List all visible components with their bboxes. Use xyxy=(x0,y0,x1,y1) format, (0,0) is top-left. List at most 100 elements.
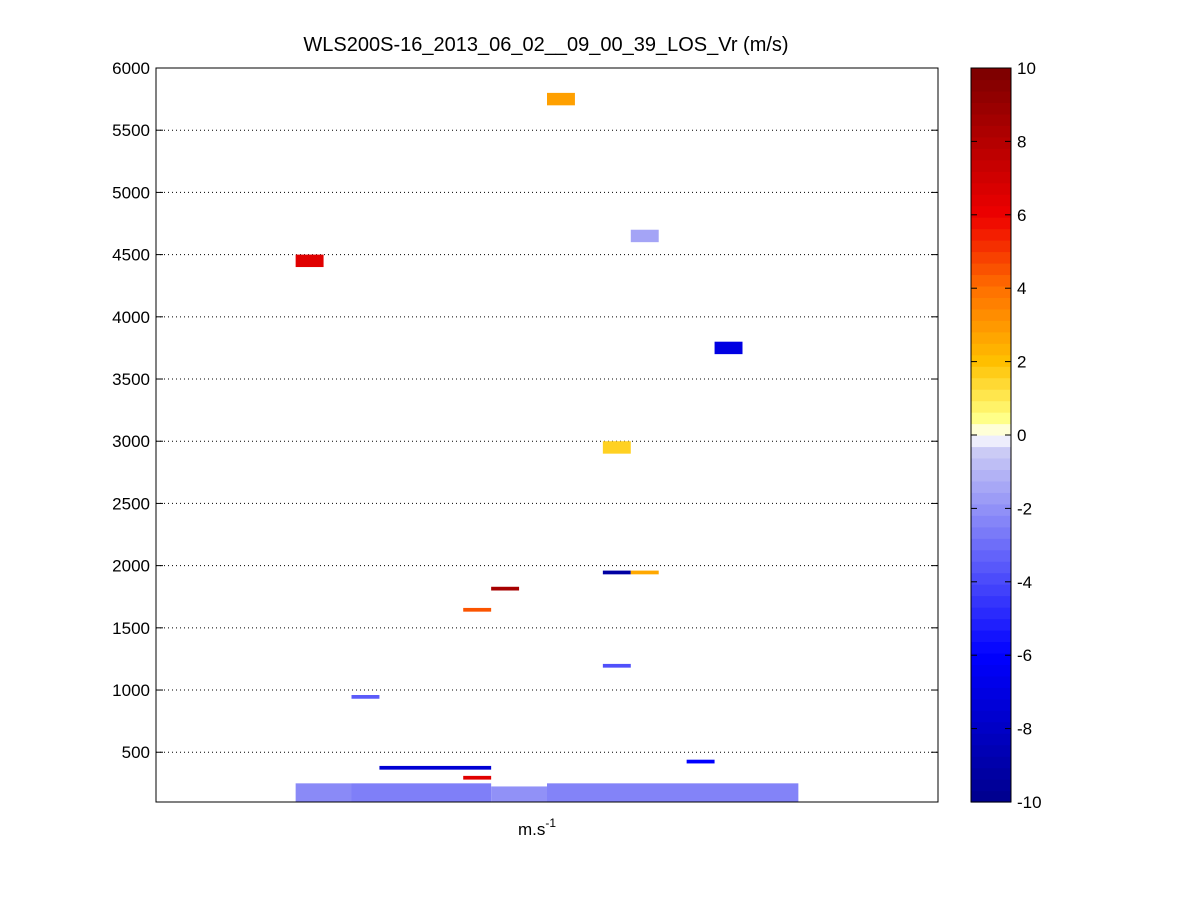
colorbar-tick-label: -2 xyxy=(1017,499,1032,518)
colorbar-band xyxy=(971,423,1011,436)
colorbar-band xyxy=(971,354,1011,367)
colorbar-band xyxy=(971,561,1011,574)
colorbar-band xyxy=(971,217,1011,230)
colorbar-band xyxy=(971,113,1011,126)
colorbar-tick-label: -10 xyxy=(1017,793,1042,812)
colorbar-ticks: -10 -8 -6 -4 -2 0 2 4 6 8 10 xyxy=(971,59,1042,812)
colorbar-band xyxy=(971,549,1011,562)
heatmap-cell xyxy=(547,783,799,802)
colorbar-tick-label: 10 xyxy=(1017,59,1036,78)
y-tick-label: 2000 xyxy=(112,557,150,576)
y-axis-ticks: 500 1000 1500 2000 2500 3000 3500 4000 4500 5000 5… xyxy=(112,59,938,762)
y-tick-label: 1000 xyxy=(112,681,150,700)
heatmap-cell xyxy=(351,695,380,699)
colorbar-tick-label: 8 xyxy=(1017,132,1026,151)
colorbar-band xyxy=(971,228,1011,241)
heatmap-cell xyxy=(351,783,492,802)
colorbar-band xyxy=(971,733,1011,746)
colorbar-band xyxy=(971,492,1011,505)
colorbar-band xyxy=(971,182,1011,195)
colorbar-band xyxy=(971,320,1011,333)
y-tick-label: 5000 xyxy=(112,183,150,202)
colorbar-tick-label: -8 xyxy=(1017,720,1032,739)
y-tick-label: 500 xyxy=(122,743,150,762)
colorbar-band xyxy=(971,618,1011,631)
colorbar-band xyxy=(971,572,1011,585)
colorbar-band xyxy=(971,68,1011,81)
colorbar-band xyxy=(971,331,1011,344)
colorbar-tick-label: 0 xyxy=(1017,426,1026,445)
colorbar-tick-label: 6 xyxy=(1017,206,1026,225)
plot-frame xyxy=(155,67,939,803)
colorbar-band xyxy=(971,664,1011,677)
y-tick-label: 3000 xyxy=(112,432,150,451)
colorbar-band xyxy=(971,526,1011,539)
heatmap-cell xyxy=(295,783,352,802)
colorbar-band xyxy=(971,400,1011,413)
x-axis-label-base: m.s xyxy=(518,820,545,839)
colorbar-band xyxy=(971,251,1011,264)
colorbar-tick-label: 2 xyxy=(1017,353,1026,372)
colorbar-band xyxy=(971,652,1011,665)
colorbar-band xyxy=(971,767,1011,780)
heatmap-cell xyxy=(602,570,631,575)
colorbar-band xyxy=(971,366,1011,379)
colorbar-band xyxy=(971,171,1011,184)
y-tick-label: 2500 xyxy=(112,494,150,513)
heatmap-cell xyxy=(547,92,575,106)
colorbar-band xyxy=(971,503,1011,516)
y-tick-label: 1500 xyxy=(112,619,150,638)
y-tick-label: 6000 xyxy=(112,59,150,78)
colorbar-band xyxy=(971,297,1011,310)
y-tick-label: 4000 xyxy=(112,308,150,327)
colorbar-band xyxy=(971,480,1011,493)
plot-area: 500 1000 1500 2000 2500 3000 3500 4000 4500 5000 5… xyxy=(112,59,939,803)
heatmap-cell xyxy=(602,663,631,668)
colorbar-band xyxy=(971,584,1011,597)
colorbar-band xyxy=(971,744,1011,757)
colorbar-tick-label: 4 xyxy=(1017,279,1026,298)
heatmap-cell xyxy=(630,570,659,575)
colorbar-band xyxy=(971,194,1011,207)
colorbar-band xyxy=(971,389,1011,402)
heatmap-cells xyxy=(295,92,799,802)
colorbar-band xyxy=(971,687,1011,700)
colorbar-band xyxy=(971,756,1011,769)
colorbar-band xyxy=(971,607,1011,620)
colorbar-band xyxy=(971,125,1011,138)
colorbar-band xyxy=(971,469,1011,482)
heatmap-cell xyxy=(630,229,659,243)
heatmap-cell xyxy=(463,607,492,612)
colorbar-band xyxy=(971,102,1011,115)
colorbar-band xyxy=(971,148,1011,161)
heatmap-cell xyxy=(463,775,492,780)
x-axis-label-exponent: -1 xyxy=(545,816,556,830)
colorbar-band xyxy=(971,790,1011,803)
colorbar-band xyxy=(971,779,1011,792)
colorbar-band xyxy=(971,538,1011,551)
colorbar-band xyxy=(971,274,1011,287)
colorbar-band xyxy=(971,240,1011,253)
colorbar-band xyxy=(971,308,1011,321)
colorbar-band xyxy=(971,457,1011,471)
colorbar-band xyxy=(971,79,1011,92)
colorbar-band xyxy=(971,675,1011,688)
colorbar-tick-label: -6 xyxy=(1017,646,1032,665)
colorbar-band xyxy=(971,377,1011,390)
colorbar-band xyxy=(971,698,1011,711)
colorbar-band xyxy=(971,435,1011,448)
colorbar-band xyxy=(971,285,1011,298)
heatmap-cell xyxy=(714,341,743,355)
colorbar-band xyxy=(971,262,1011,276)
colorbar-band xyxy=(971,721,1011,734)
colorbar-band xyxy=(971,515,1011,528)
plot-background xyxy=(156,68,938,802)
heatmap-cell xyxy=(602,441,631,454)
heatmap-cell xyxy=(379,765,492,770)
heatmap-cell xyxy=(491,586,520,591)
chart-title: WLS200S-16_2013_06_02__09_00_39_LOS_Vr (… xyxy=(303,34,788,56)
colorbar-band xyxy=(971,641,1011,654)
colorbar-band xyxy=(971,205,1011,218)
colorbar-band xyxy=(971,595,1011,608)
